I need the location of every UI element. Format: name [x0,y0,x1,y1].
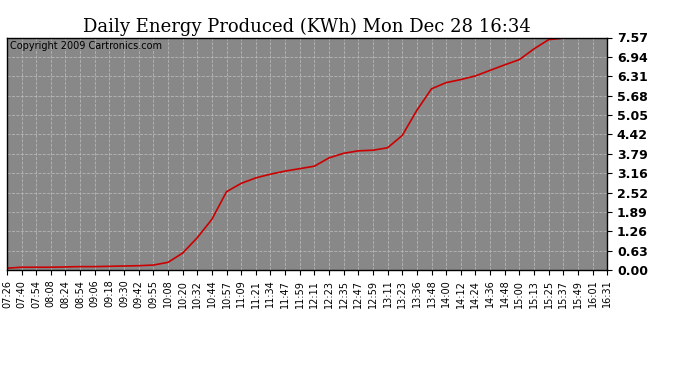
Text: Copyright 2009 Cartronics.com: Copyright 2009 Cartronics.com [10,41,162,51]
Title: Daily Energy Produced (KWh) Mon Dec 28 16:34: Daily Energy Produced (KWh) Mon Dec 28 1… [83,18,531,36]
